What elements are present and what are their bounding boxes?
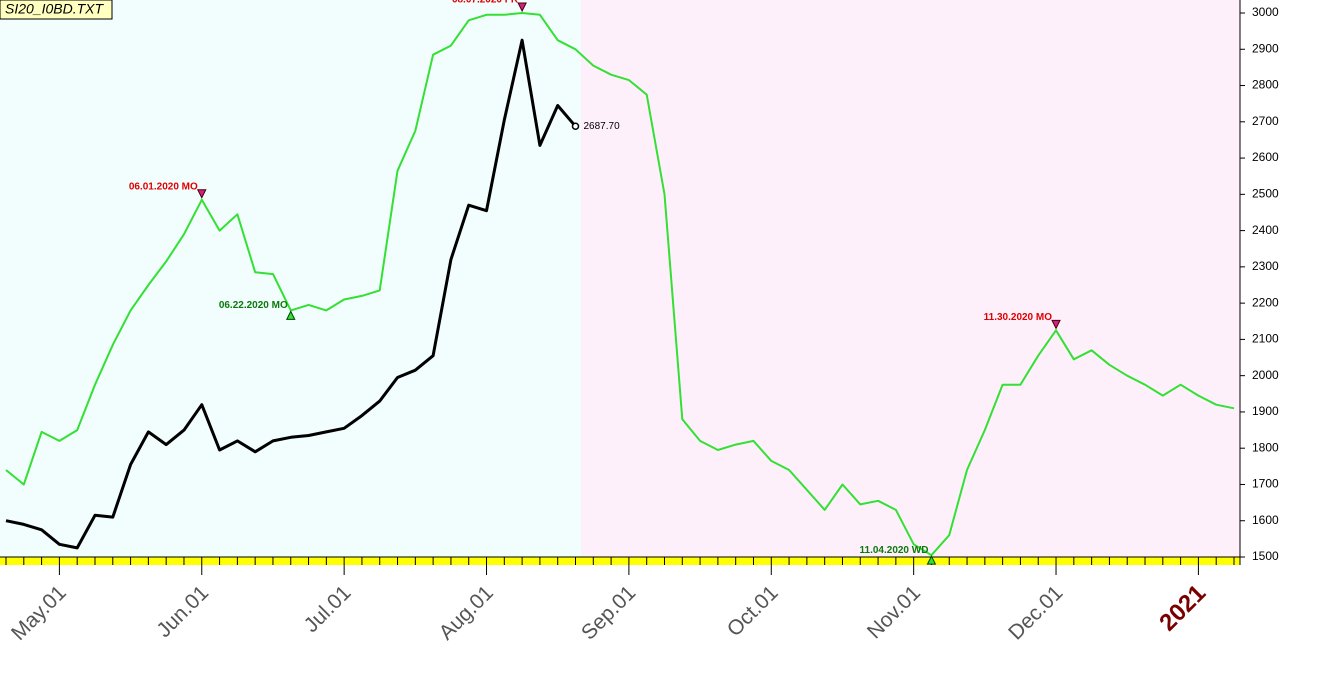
y-tick-label: 3000 (1252, 5, 1279, 19)
x-tick-label: Dec.01 (1004, 581, 1067, 644)
y-tick-label: 2200 (1252, 295, 1279, 309)
x-tick-label: Oct.01 (723, 581, 783, 641)
x-tick-label: 2021 (1154, 580, 1211, 637)
chart-title: SI20_I0BD.TXT (5, 1, 104, 17)
y-tick-label: 2500 (1252, 187, 1279, 201)
x-tick-label: Jun.01 (152, 581, 213, 642)
y-tick-label: 1700 (1252, 477, 1279, 491)
x-tick-label: Aug.01 (435, 581, 498, 644)
series-line (5, 12, 1235, 557)
trough-label: 06.22.2020 MO (219, 300, 288, 311)
y-tick-label: 1800 (1252, 440, 1279, 454)
peak-marker (517, 2, 527, 13)
past-region (0, 0, 581, 557)
series-line (5, 38, 577, 550)
trough-marker (285, 310, 296, 320)
peak-label: 08.07.2020 FR (452, 0, 519, 6)
y-tick-label: 2100 (1252, 332, 1279, 346)
trough-label: 11.04.2020 WD (860, 545, 929, 556)
x-axis-band (0, 557, 1240, 565)
y-tick-label: 1600 (1252, 513, 1279, 527)
peak-marker (196, 189, 207, 199)
y-tick-label: 1500 (1252, 549, 1279, 563)
future-region (581, 0, 1240, 557)
x-tick-label: Nov.01 (863, 581, 925, 643)
x-tick-label: Sep.01 (577, 581, 640, 644)
y-tick-label: 2800 (1252, 78, 1279, 92)
y-tick-label: 2000 (1252, 368, 1279, 382)
y-tick-label: 1900 (1252, 404, 1279, 418)
trough-marker (926, 555, 937, 565)
peak-label: 06.01.2020 MO (129, 181, 198, 192)
peak-label: 11.30.2020 MO (984, 312, 1053, 323)
y-tick-label: 2700 (1252, 114, 1279, 128)
peak-marker (1051, 319, 1061, 330)
value-label: 2687.70 (584, 121, 621, 132)
title-box (0, 0, 113, 20)
x-tick-label: Jul.01 (300, 581, 356, 637)
x-tick-label: May.01 (7, 581, 71, 645)
y-tick-label: 2900 (1252, 41, 1279, 55)
y-tick-label: 2600 (1252, 150, 1279, 164)
y-tick-label: 2300 (1252, 259, 1279, 273)
last-point (571, 122, 580, 131)
y-tick-label: 2400 (1252, 223, 1279, 237)
